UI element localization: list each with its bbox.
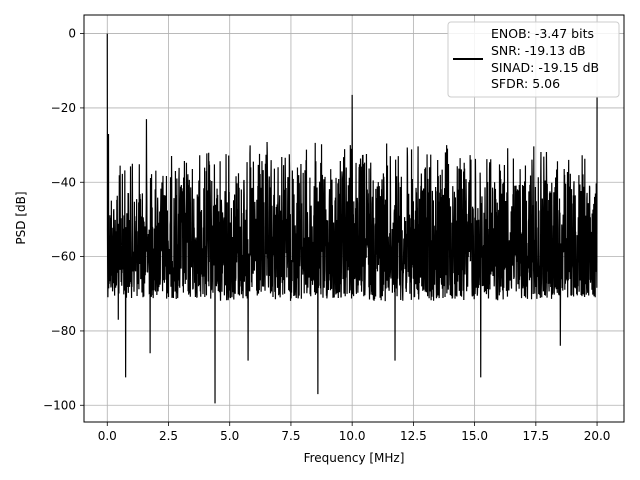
y-tick-label: −20 bbox=[51, 101, 76, 115]
y-axis-ticks: 0 −20 −40 −60 −80 −100 bbox=[43, 27, 84, 412]
y-tick-label: −100 bbox=[43, 398, 76, 412]
x-axis-ticks: 0.0 2.5 5.0 7.5 10.0 12.5 15.0 17.5 20.0 bbox=[98, 422, 611, 443]
y-tick-label: −60 bbox=[51, 250, 76, 264]
y-tick-label: −80 bbox=[51, 324, 76, 338]
x-tick-label: 10.0 bbox=[339, 429, 366, 443]
legend-line-sfdr: SFDR: 5.06 bbox=[491, 76, 560, 91]
legend-line-enob: ENOB: -3.47 bits bbox=[491, 26, 594, 41]
x-tick-label: 0.0 bbox=[98, 429, 117, 443]
x-tick-label: 7.5 bbox=[281, 429, 300, 443]
x-axis-label: Frequency [MHz] bbox=[304, 451, 405, 465]
legend-box bbox=[447, 21, 620, 98]
x-tick-label: 5.0 bbox=[220, 429, 239, 443]
axes-frame bbox=[83, 14, 625, 423]
y-tick-label: −40 bbox=[51, 175, 76, 189]
x-tick-label: 17.5 bbox=[522, 429, 549, 443]
y-tick-label: 0 bbox=[68, 27, 76, 41]
x-tick-label: 15.0 bbox=[461, 429, 488, 443]
x-tick-label: 20.0 bbox=[584, 429, 611, 443]
x-tick-label: 2.5 bbox=[159, 429, 178, 443]
x-tick-label: 12.5 bbox=[400, 429, 427, 443]
legend-line-snr: SNR: -19.13 dB bbox=[491, 43, 586, 58]
y-axis-label: PSD [dB] bbox=[14, 191, 28, 244]
psd-series-line bbox=[106, 33, 598, 404]
legend-line-sinad: SINAD: -19.15 dB bbox=[491, 60, 599, 75]
legend: ENOB: -3.47 bits SNR: -19.13 dB SINAD: -… bbox=[447, 21, 620, 98]
plot-area bbox=[106, 33, 598, 404]
